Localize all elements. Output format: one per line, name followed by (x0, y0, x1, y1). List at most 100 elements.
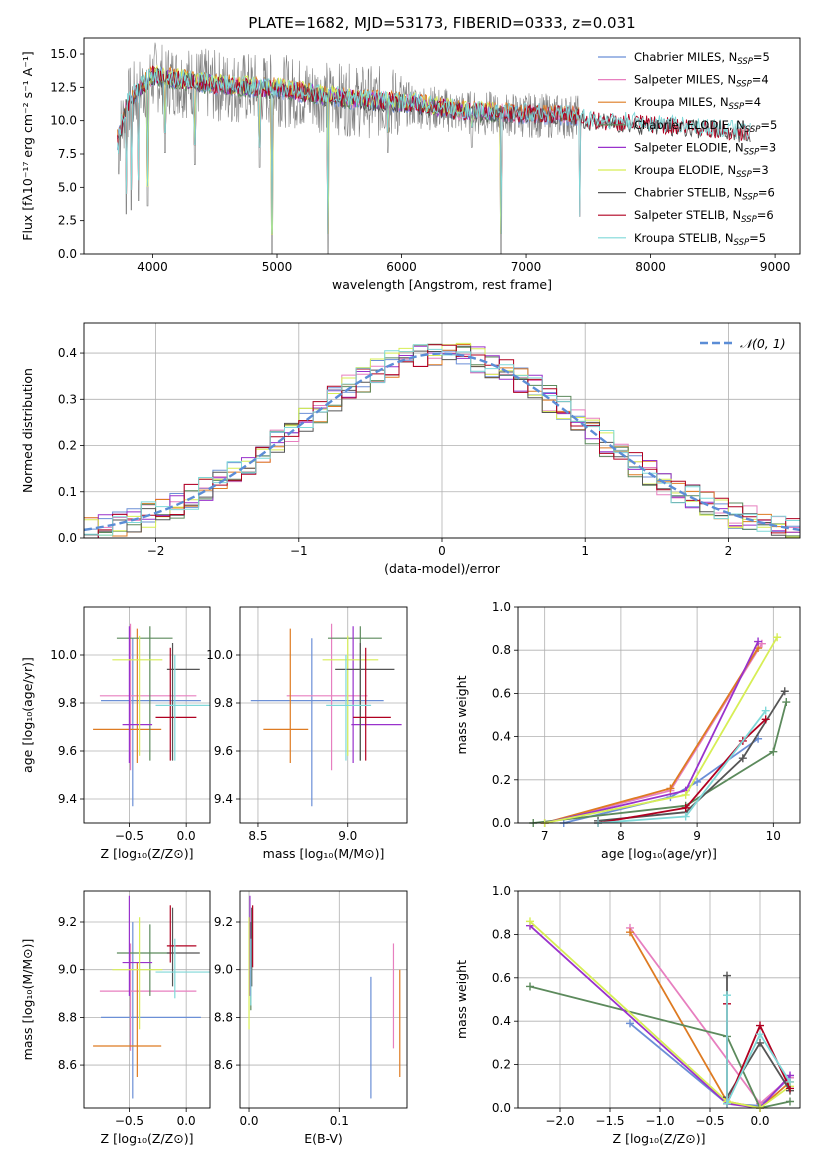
legend-label-kroupa_stelib: Kroupa STELIB, NSSP=5 (634, 231, 766, 248)
y-tick-label: 7.5 (58, 147, 77, 161)
x-tick-label: 0.0 (750, 1114, 769, 1128)
x-tick-label: −1.0 (645, 1114, 674, 1128)
y-tick-label: 9.4 (58, 792, 77, 806)
x-tick-label: 8.5 (248, 829, 267, 843)
x-axis-label: Z [log₁₀(Z/Z⊙)] (101, 846, 194, 861)
y-tick-label: 0.2 (492, 773, 511, 787)
y-tick-label: 9.6 (58, 744, 77, 758)
marker-kroupa_stelib (723, 1099, 731, 1108)
marker-salpeter_stelib (681, 803, 690, 812)
legend-label-salpeter_miles: Salpeter MILES, NSSP=4 (634, 73, 769, 90)
marker-kroupa_stelib (681, 812, 690, 821)
mass-weight-line-chabrier_elodie (533, 701, 788, 823)
mass-weight-line-salpeter_miles (544, 643, 763, 823)
x-axis-label: age [log₁₀(age/yr)] (601, 846, 717, 861)
axes-frame (517, 890, 801, 1109)
y-tick-label: 10.0 (50, 114, 77, 128)
x-tick-label: 1 (581, 544, 589, 558)
marker-kroupa_miles (626, 928, 634, 937)
x-tick-label: −1.5 (595, 1114, 624, 1128)
x-tick-label: −0.5 (115, 829, 144, 843)
marker-kroupa_miles (666, 784, 675, 793)
mass-weight-line-kroupa_elodie (529, 920, 791, 1108)
model-spectrum-salpeter_stelib (117, 65, 751, 235)
y-tick-label: 0.4 (492, 730, 511, 744)
y-tick-label: 0.1 (58, 485, 77, 499)
x-tick-label: 4000 (137, 260, 168, 274)
legend-subscript: SSP (736, 80, 752, 90)
axes-frame (239, 606, 408, 824)
mass-weight-line-kroupa_elodie (544, 636, 778, 823)
histogram-salpeter_stelib (84, 344, 800, 538)
marker-kroupa_elodie (681, 790, 690, 799)
y-tick-label: 8.8 (214, 1010, 233, 1024)
marker-kroupa_stelib (786, 1077, 794, 1086)
legend-label-chabrier_stelib: Chabrier STELIB, NSSP=6 (634, 186, 775, 203)
age_vs_mass-panel: 8.5 9.0 9.4 9.6 9.8 10.0 mass [log₁₀(M/M⊙)] (206, 606, 408, 861)
x-tick-label: −0.5 (115, 1114, 144, 1128)
x-axis-label: Z [log₁₀(Z/Z⊙)] (613, 1131, 706, 1146)
legend-subscript: SSP (744, 147, 760, 157)
spectrum-legend: Chabrier MILES, NSSP=5 Salpeter MILES, NS… (598, 50, 777, 248)
x-tick-label: 0.1 (330, 1114, 349, 1128)
marker-chabrier_stelib (780, 687, 789, 696)
x-tick-label: 0 (438, 544, 446, 558)
y-tick-label: 9.4 (214, 792, 233, 806)
x-tick-label: 5000 (262, 260, 293, 274)
x-axis-label: mass [log₁₀(M/M⊙)] (263, 846, 385, 861)
mass_vs_EBV-panel: 0.0 0.1 8.6 8.8 9.0 9.2 E(B-V) (214, 890, 408, 1146)
legend-ssp-count: =5 (753, 50, 770, 64)
y-tick-label: 0.6 (492, 686, 511, 700)
marker-chabrier_elodie (769, 747, 778, 756)
x-axis-label: (data-model)/error (384, 561, 501, 576)
y-tick-label: 0.2 (492, 1058, 511, 1072)
marker-kroupa_elodie (526, 917, 534, 926)
x-tick-label: 7 (541, 829, 549, 843)
axes-frame (83, 37, 801, 255)
y-tick-label: 8.8 (58, 1010, 77, 1024)
y-tick-label: 8.6 (58, 1058, 77, 1072)
x-tick-label: 0.0 (177, 829, 196, 843)
mass_weight_vs_age-panel: 7 8 9 10 0.0 0.2 0.4 0.6 0.8 1.0 age [log₁₀(age/yr… (454, 600, 801, 861)
x-tick-label: 9 (693, 829, 701, 843)
model-spectrum-kroupa_stelib (117, 66, 751, 235)
marker-kroupa_stelib (723, 991, 731, 1000)
legend-subscript: SSP (729, 102, 745, 112)
mass-weight-line-kroupa_miles (544, 647, 759, 823)
legend-subscript: SSP (737, 57, 753, 67)
marker-chabrier_elodie (786, 1097, 794, 1106)
x-tick-label: 2 (725, 544, 733, 558)
legend-ssp-count: =6 (758, 186, 775, 200)
x-tick-label: 0.0 (177, 1114, 196, 1128)
legend-label-kroupa_elodie: Kroupa ELODIE, NSSP=3 (634, 163, 769, 180)
y-axis-label: Normed distribution (20, 368, 35, 493)
y-tick-label: 0.3 (58, 392, 77, 406)
x-axis-label: Z [log₁₀(Z/Z⊙)] (101, 1131, 194, 1146)
y-tick-label: 0.6 (492, 971, 511, 985)
normal-distribution-curve (84, 352, 800, 532)
marker-salpeter_stelib (756, 1021, 764, 1030)
y-axis-label: mass [log₁₀(M/M⊙)] (20, 939, 35, 1061)
marker-chabrier_miles (693, 777, 702, 786)
y-axis-label: mass weight (454, 675, 469, 754)
x-tick-label: 0.0 (239, 1114, 258, 1128)
residuals-panel: −2 −1 0 1 2 0.0 0.1 0.2 0.3 0.4 (data-model)/error… (20, 322, 801, 576)
axes-frame (83, 606, 211, 824)
x-axis-label: E(B-V) (304, 1131, 343, 1146)
legend-subscript: SSP (742, 193, 758, 203)
y-axis-label: mass weight (454, 960, 469, 1039)
y-tick-label: 0.8 (492, 927, 511, 941)
y-axis-label: age [log₁₀(age/yr)] (20, 657, 35, 773)
y-tick-label: 0.0 (58, 247, 77, 261)
legend-ssp-count: =3 (752, 163, 769, 177)
marker-salpeter_elodie (754, 637, 763, 646)
marker-chabrier_stelib (756, 1038, 764, 1047)
legend-subscript: SSP (745, 125, 761, 135)
marker-chabrier_elodie (782, 698, 791, 707)
y-tick-label: 9.0 (214, 963, 233, 977)
y-tick-label: 9.2 (58, 915, 77, 929)
legend-ssp-count: =6 (757, 208, 774, 222)
y-tick-label: 0.8 (492, 643, 511, 657)
mass-weight-line-chabrier_stelib (597, 690, 786, 822)
